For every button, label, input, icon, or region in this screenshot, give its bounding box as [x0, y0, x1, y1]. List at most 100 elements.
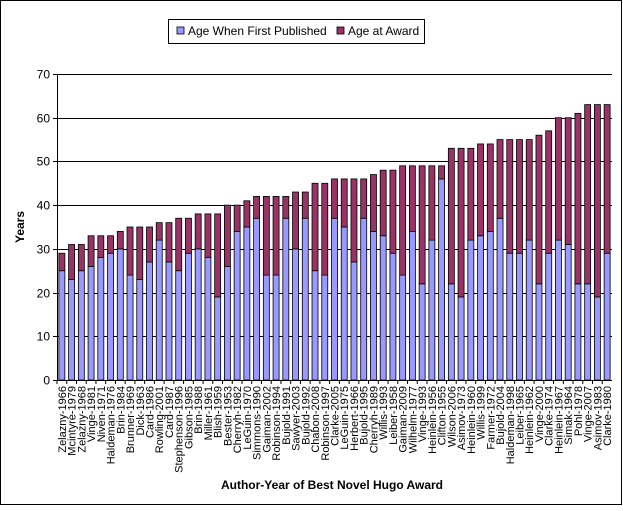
bar-age-at-award	[116, 230, 124, 250]
x-tick-label: Robinson-1997	[320, 386, 332, 461]
x-tick-label: Vinge-1981	[86, 386, 98, 442]
bar-age-at-award	[457, 147, 465, 298]
bar-age-first-published	[584, 283, 592, 381]
bar-age-at-award	[593, 104, 601, 298]
x-tick-label: Leiber-1965	[515, 386, 527, 445]
bar-age-at-award	[77, 244, 85, 272]
x-tick-label: Niven-1971	[96, 386, 108, 442]
bar-age-first-published	[311, 270, 319, 381]
bar-age-first-published	[379, 235, 387, 381]
bar-age-at-award	[340, 178, 348, 228]
x-tick-label: Brin-1988	[193, 386, 205, 434]
bar-age-at-award	[214, 213, 222, 298]
bar-age-at-award	[97, 235, 105, 259]
bar-age-first-published	[350, 261, 358, 381]
x-tick-label: Cherryh-1989	[368, 386, 380, 453]
x-tick-label: Rowling-2001	[154, 386, 166, 453]
x-tick-label: Wilson-2006	[446, 386, 458, 447]
bar-age-first-published	[58, 270, 66, 381]
x-tick-label: Asimov-1973	[456, 386, 468, 450]
bar-age-at-award	[555, 117, 562, 241]
bar-age-at-award	[545, 130, 553, 254]
x-tick-label: Heinlein-1962	[524, 386, 536, 454]
legend-box	[168, 19, 425, 44]
x-tick-label: Bujold-1992	[300, 386, 312, 445]
bar-age-first-published	[155, 239, 163, 381]
bar-age-first-published	[243, 226, 251, 381]
x-tick-label: Herbert-1966	[349, 386, 361, 451]
bar-age-at-award	[107, 235, 114, 254]
x-tick-label: Mcintyre-1979	[67, 386, 79, 456]
bar-age-at-award	[496, 139, 504, 219]
bar-age-first-published	[116, 248, 124, 381]
bar-age-at-award	[428, 165, 436, 241]
bar-age-at-award	[185, 217, 192, 254]
x-tick-label: Haldeman-1976	[106, 386, 118, 464]
x-tick-label: Chabon-2008	[310, 386, 322, 453]
bar-age-at-award	[360, 178, 368, 219]
bar-age-at-award	[535, 134, 543, 285]
x-tick-label: Vinge-2007	[583, 386, 595, 442]
bar-age-first-published	[516, 252, 523, 381]
bar-age-first-published	[438, 178, 446, 381]
x-tick-label: Vinge-1993	[417, 386, 429, 442]
x-tick-label: Clifton-1955	[437, 386, 449, 445]
x-tick-label: Bester-1953	[222, 386, 234, 446]
y-tick-label: 40	[37, 199, 51, 213]
bar-age-at-award	[194, 213, 202, 250]
x-tick-label: Clarke-1980	[602, 386, 614, 446]
bar-age-first-published	[146, 261, 153, 381]
axes	[53, 74, 612, 384]
x-tick-label: Gaiman-2002	[261, 386, 273, 453]
bar-age-at-award	[603, 104, 611, 254]
bar-age-first-published	[136, 279, 144, 381]
x-tick-label: Gaiman-2009	[398, 386, 410, 453]
bar-age-at-award	[389, 169, 397, 254]
x-tick-label: Heinlein-1956	[427, 386, 439, 454]
bar-age-first-published	[545, 252, 553, 381]
y-tick-label: 50	[37, 155, 51, 169]
x-tick-label: Brunner-1969	[125, 386, 137, 453]
bar-age-at-award	[311, 182, 319, 272]
x-tick-label: Brin-1984	[115, 386, 127, 434]
x-axis-label: Author-Year of Best Novel Hugo Award	[221, 478, 443, 492]
bar-age-first-published	[574, 283, 582, 381]
bar-age-first-published	[292, 248, 299, 381]
x-tick-label: Stephenson-1996	[174, 386, 186, 473]
x-tick-label: Heinlein-1967	[553, 386, 565, 454]
bar-age-at-award	[350, 178, 358, 263]
bar-age-first-published	[457, 296, 465, 381]
bar-age-first-published	[214, 296, 222, 381]
legend-swatch-age-at-award	[336, 26, 345, 35]
bar-age-first-published	[253, 217, 261, 381]
x-tick-label: Simak-1964	[563, 386, 575, 445]
bar-age-at-award	[292, 191, 299, 250]
x-tick-label: Card-1987	[164, 386, 176, 438]
bar-age-at-award	[438, 165, 446, 180]
bar-age-first-published	[272, 274, 280, 381]
bar-age-first-published	[506, 252, 514, 381]
bar-age-at-award	[58, 252, 66, 272]
x-tick-label: Haldeman-1998	[505, 386, 517, 464]
bar-age-first-published	[447, 283, 455, 381]
x-tick-label: Farmer-1972	[485, 386, 497, 450]
bar-age-at-award	[272, 195, 280, 276]
bar-age-first-published	[321, 274, 329, 381]
bar-age-at-award	[146, 226, 153, 263]
bar-age-at-award	[262, 195, 270, 276]
x-tick-label: Sawyer-2003	[291, 386, 303, 451]
bar-age-at-award	[467, 147, 475, 241]
x-tick-label: Robinson-1994	[271, 386, 283, 461]
bar-age-first-published	[428, 239, 436, 381]
bar-age-at-award	[233, 204, 241, 232]
x-tick-label: Zelazny-1968	[76, 386, 88, 453]
bar-age-first-published	[87, 265, 95, 381]
bar-age-first-published	[477, 235, 484, 381]
bar-age-first-published	[486, 230, 494, 381]
bar-age-first-published	[564, 244, 572, 381]
x-tick-label: Clarke-2005	[330, 386, 342, 446]
x-tick-label: Clarke-1974	[544, 386, 556, 446]
bar-age-first-published	[603, 252, 611, 381]
bar-age-at-award	[204, 213, 212, 258]
bar-age-at-award	[506, 139, 514, 254]
